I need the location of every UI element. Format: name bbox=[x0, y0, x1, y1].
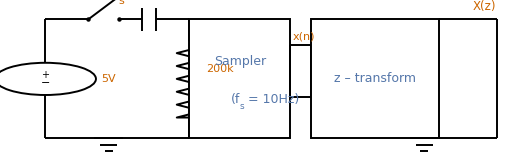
Text: x(n): x(n) bbox=[293, 32, 316, 42]
Text: X(z): X(z) bbox=[473, 0, 496, 13]
Text: = 10Hz): = 10Hz) bbox=[244, 93, 299, 106]
Text: 200k: 200k bbox=[206, 64, 234, 74]
Bar bbox=[189, 19, 290, 138]
Text: z – transform: z – transform bbox=[334, 72, 416, 85]
Text: +: + bbox=[41, 70, 49, 80]
Text: (f: (f bbox=[230, 93, 240, 106]
Text: s: s bbox=[118, 0, 124, 6]
Text: 5V: 5V bbox=[101, 74, 116, 84]
Text: s: s bbox=[240, 102, 244, 111]
Text: −: − bbox=[41, 78, 50, 88]
Bar bbox=[311, 19, 439, 138]
Text: Sampler: Sampler bbox=[214, 55, 266, 67]
